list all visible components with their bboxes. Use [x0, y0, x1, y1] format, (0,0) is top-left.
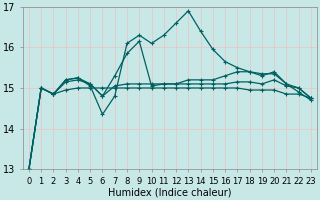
X-axis label: Humidex (Indice chaleur): Humidex (Indice chaleur) — [108, 187, 232, 197]
